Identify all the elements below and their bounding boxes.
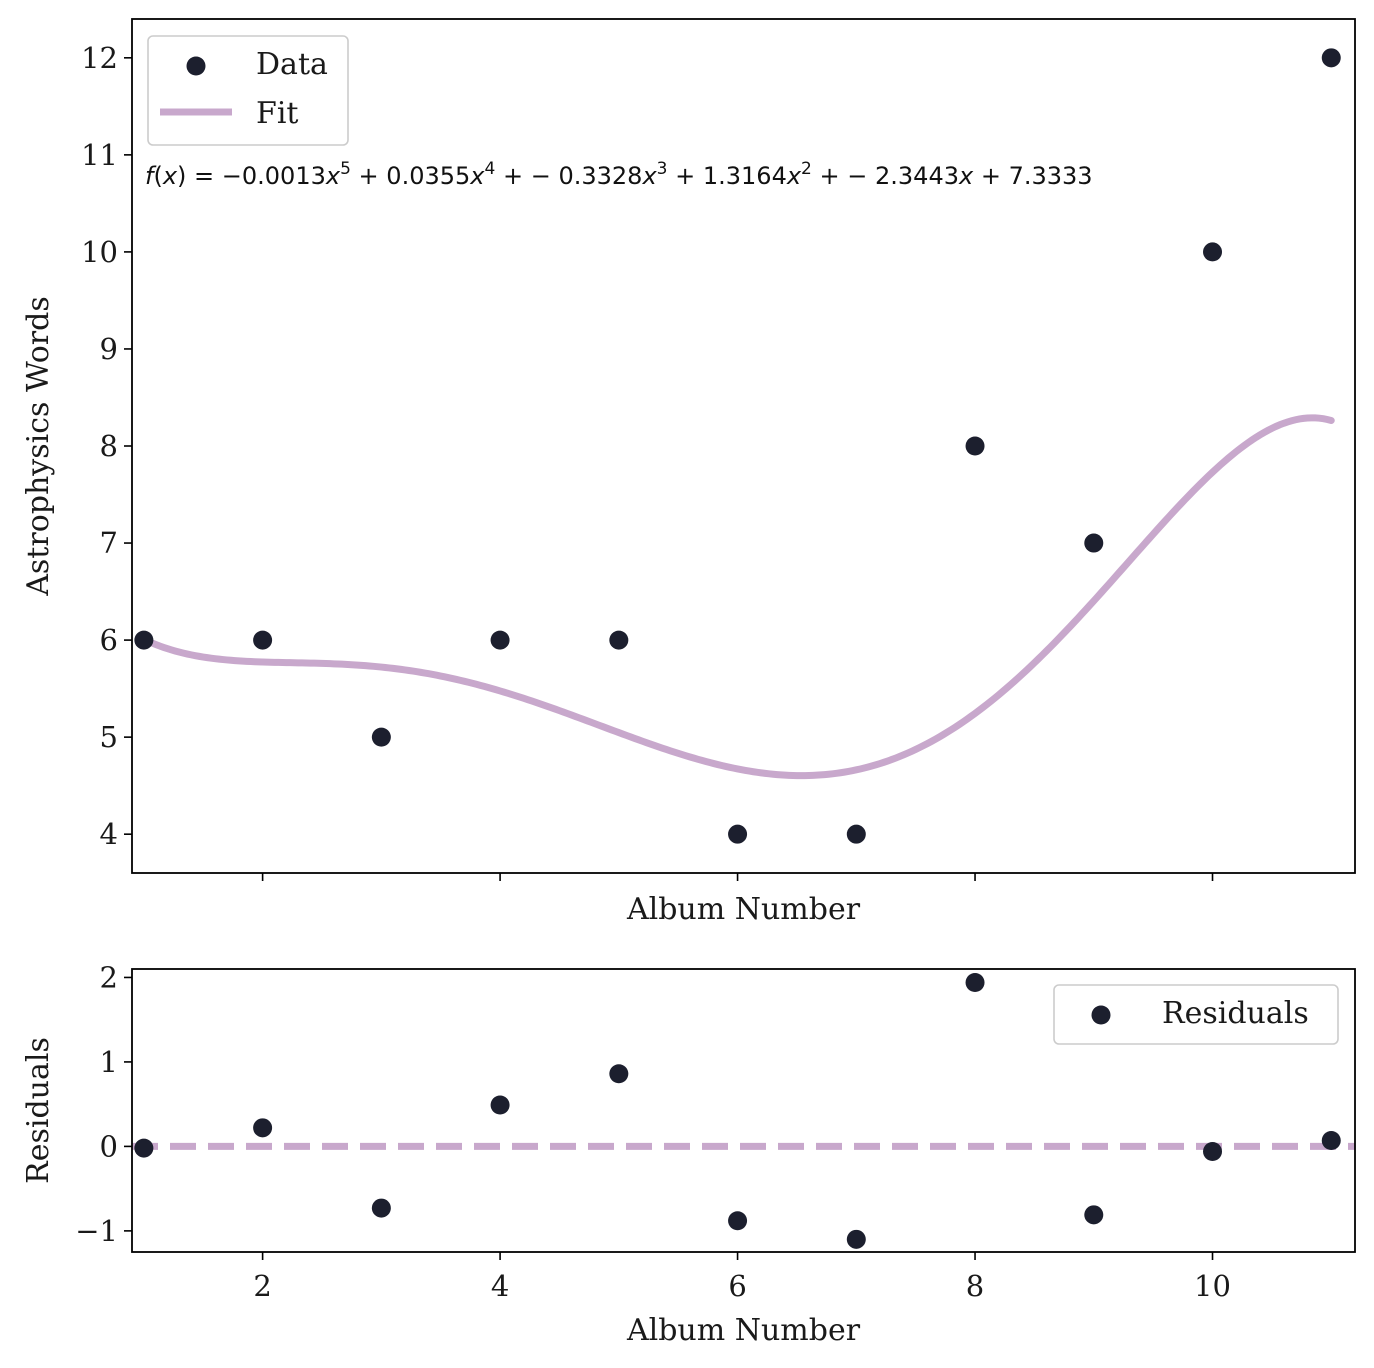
equation-part bbox=[867, 162, 875, 190]
equation-part bbox=[973, 162, 981, 190]
equation-part: 4 bbox=[484, 159, 495, 179]
data-point bbox=[1203, 242, 1223, 262]
equation-part: + bbox=[359, 162, 379, 190]
y-tick-label: 12 bbox=[81, 41, 118, 75]
y-tick-label: 4 bbox=[100, 817, 118, 851]
residuals-panel: −1 0 1 2 2 4 6 8 10 Album Number Residuals Residual… bbox=[21, 960, 1356, 1348]
plot-frame bbox=[131, 968, 1356, 1253]
y-tick-label: 5 bbox=[100, 720, 118, 754]
equation-part: + − bbox=[503, 162, 551, 190]
data-point bbox=[846, 824, 866, 844]
data-point bbox=[609, 630, 629, 650]
data-point bbox=[1321, 48, 1341, 68]
legend-data-marker bbox=[186, 56, 206, 76]
equation-part: 2 bbox=[801, 159, 812, 179]
x-axis-label: Album Number bbox=[626, 1313, 861, 1348]
equation-part bbox=[379, 162, 387, 190]
x-tick-label: 2 bbox=[253, 1269, 271, 1303]
equation-part: x bbox=[162, 162, 178, 190]
equation-part bbox=[551, 162, 559, 190]
plot-frame bbox=[131, 18, 1356, 874]
residual-point bbox=[490, 1095, 510, 1115]
fit-equation: f(x) = −0.0013x5 + 0.0355x4 + − 0.3328x3… bbox=[145, 159, 1093, 190]
equation-part bbox=[812, 162, 820, 190]
equation-part bbox=[214, 162, 222, 190]
y-axis-label: Residuals bbox=[21, 1037, 56, 1184]
equation-part: −0.0013 bbox=[222, 162, 326, 190]
residual-point bbox=[965, 973, 985, 993]
equation-part bbox=[667, 162, 675, 190]
equation-part: x bbox=[641, 162, 657, 190]
main-panel: 4 5 6 7 8 9 10 11 12 Album Number Astrophysics Wor… bbox=[21, 18, 1356, 927]
equation-part: ( bbox=[153, 162, 162, 190]
x-tick-label: 8 bbox=[966, 1269, 984, 1303]
legend-residuals-marker bbox=[1091, 1005, 1111, 1025]
equation-part: 2.3443 bbox=[875, 162, 959, 190]
y-tick-label: 11 bbox=[81, 138, 118, 172]
equation-part: ) bbox=[177, 162, 194, 190]
equation-part: 1.3164 bbox=[703, 162, 787, 190]
y-tick-label: 1 bbox=[100, 1045, 118, 1079]
residual-point bbox=[1321, 1130, 1341, 1150]
equation-part: 5 bbox=[340, 159, 351, 179]
x-axis-label: Album Number bbox=[626, 892, 861, 927]
equation-part: 3 bbox=[657, 159, 668, 179]
residual-point bbox=[728, 1211, 748, 1231]
data-point bbox=[371, 727, 391, 747]
residual-point bbox=[253, 1118, 273, 1138]
y-tick-label: 6 bbox=[100, 623, 118, 657]
x-tick-label: 6 bbox=[728, 1269, 746, 1303]
equation-part: 0.3328 bbox=[558, 162, 642, 190]
data-point bbox=[490, 630, 510, 650]
y-tick-label: −1 bbox=[75, 1214, 118, 1248]
legend: Data Fit bbox=[147, 35, 349, 146]
data-point bbox=[1084, 533, 1104, 553]
residual-point bbox=[134, 1138, 154, 1158]
series-layer bbox=[140, 414, 1335, 780]
legend-fit-label: Fit bbox=[256, 96, 298, 131]
legend-residuals-label: Residuals bbox=[1162, 996, 1309, 1031]
equation-part bbox=[695, 162, 703, 190]
fit-curve bbox=[140, 414, 1335, 780]
equation-part: 0.0355 bbox=[386, 162, 470, 190]
data-point bbox=[965, 436, 985, 456]
y-tick-label: 0 bbox=[100, 1129, 118, 1163]
residual-point bbox=[371, 1198, 391, 1218]
equation-part: + bbox=[675, 162, 695, 190]
equation-part bbox=[495, 162, 503, 190]
x-tick-label: 4 bbox=[491, 1269, 509, 1303]
legend: Residuals bbox=[1053, 984, 1339, 1045]
y-tick-label: 8 bbox=[100, 429, 118, 463]
y-tick-label: 2 bbox=[100, 960, 118, 994]
equation-part bbox=[1001, 162, 1009, 190]
x-tick-label: 10 bbox=[1194, 1269, 1231, 1303]
legend-data-label: Data bbox=[256, 47, 328, 82]
equation-part: x bbox=[325, 162, 341, 190]
y-tick-label: 7 bbox=[100, 526, 118, 560]
equation-part: x bbox=[469, 162, 485, 190]
y-tick-label: 10 bbox=[81, 235, 118, 269]
equation-part: = bbox=[194, 162, 214, 190]
equation-part: x bbox=[786, 162, 802, 190]
data-point bbox=[728, 824, 748, 844]
legend-box bbox=[1053, 984, 1339, 1045]
y-tick-label: 9 bbox=[100, 332, 118, 366]
y-axis-label: Astrophysics Words bbox=[21, 296, 56, 597]
data-point bbox=[134, 630, 154, 650]
equation-part: 7.3333 bbox=[1009, 162, 1093, 190]
residual-point bbox=[609, 1064, 629, 1084]
residual-point bbox=[1084, 1205, 1104, 1225]
equation-part bbox=[351, 162, 359, 190]
equation-part: + bbox=[981, 162, 1001, 190]
residual-point bbox=[846, 1229, 866, 1249]
equation-part: x bbox=[958, 162, 974, 190]
data-point bbox=[253, 630, 273, 650]
equation-part: + − bbox=[820, 162, 868, 190]
residual-point bbox=[1203, 1141, 1223, 1161]
